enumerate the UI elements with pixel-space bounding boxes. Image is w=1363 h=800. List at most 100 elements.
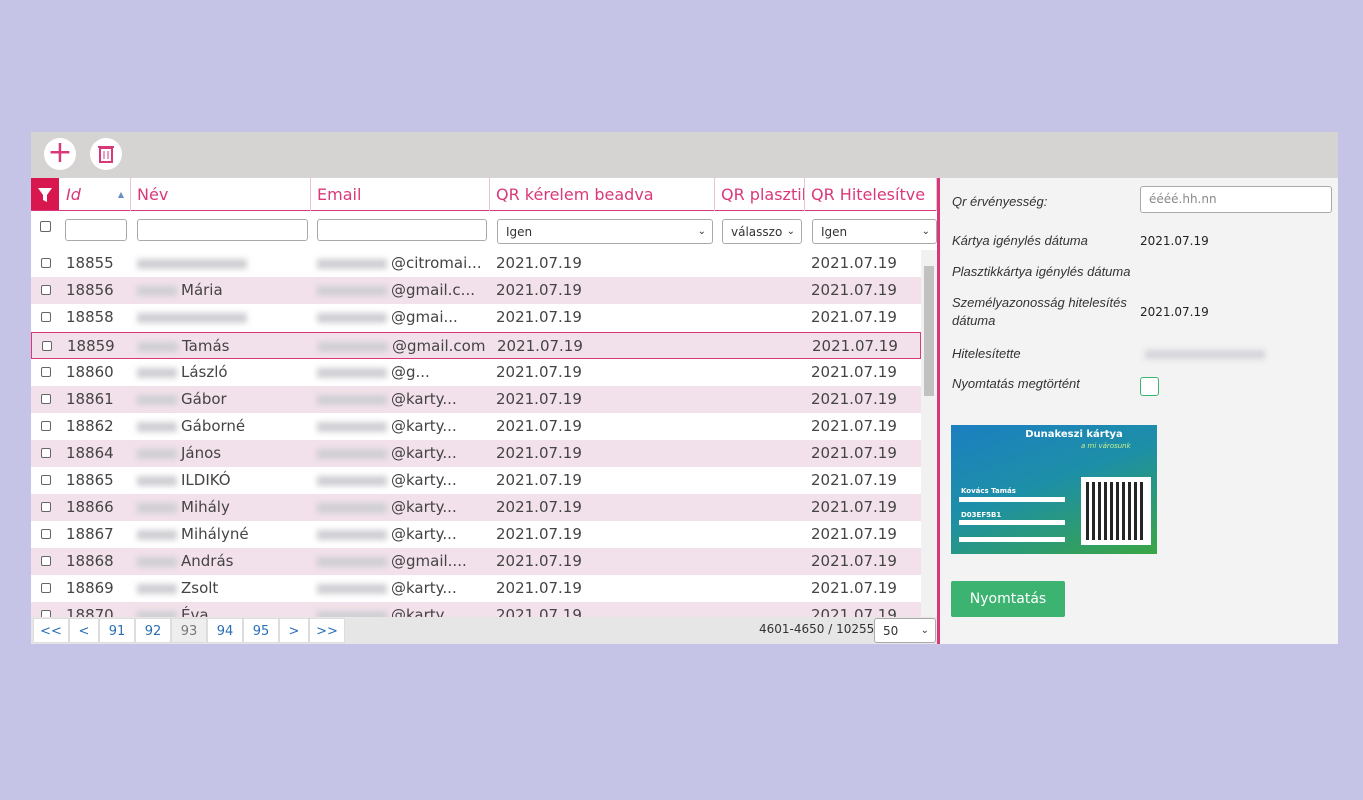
filter-input[interactable] <box>317 219 487 241</box>
row-checkbox[interactable] <box>41 421 51 431</box>
page-size-select[interactable]: 50 ⌄ <box>874 618 936 643</box>
filter-select[interactable]: Igen ⌄ <box>812 219 937 244</box>
filter-toggle[interactable] <box>31 178 59 211</box>
rows: 18855 @citromai... 2021.07.19 2021.07.19 188… <box>31 250 921 617</box>
row-checkbox[interactable] <box>41 529 51 539</box>
table-row[interactable]: 18866 Mihály @karty... 2021.07.19 2021.07.19 <box>31 494 921 521</box>
select-arrow: ⌄ <box>786 226 795 237</box>
row-checkbox[interactable] <box>41 475 51 485</box>
field-label: Qr érvényesség: <box>952 194 1048 209</box>
page-link[interactable]: 93 <box>171 618 207 643</box>
cell-name: Gáborné <box>131 413 311 440</box>
cell-id: 18862 <box>66 417 114 435</box>
page-link[interactable]: > <box>279 618 309 643</box>
page-link[interactable]: >> <box>309 618 345 643</box>
email-text: @karty... <box>391 444 457 462</box>
cell-id: 18869 <box>66 579 114 597</box>
table-row[interactable]: 18860 László @g... 2021.07.19 2021.07.19 <box>31 359 921 386</box>
table-row[interactable]: 18869 Zsolt @karty... 2021.07.19 2021.07.19 <box>31 575 921 602</box>
cell-qr-verified: 2021.07.19 <box>811 254 897 272</box>
email-text: @karty... <box>391 417 457 435</box>
delete-button[interactable] <box>90 138 122 170</box>
column-header[interactable]: QR plasztik <box>715 178 805 211</box>
cell-qr-verified: 2021.07.19 <box>811 471 897 489</box>
detail-panel <box>940 178 1338 644</box>
page-range: 4601-4650 / 10255 <box>759 622 875 636</box>
cell-qr-verified: 2021.07.19 <box>811 552 897 570</box>
name-text: ILDIKÓ <box>181 471 231 489</box>
date-input[interactable]: éééé.hh.nn <box>1140 186 1332 213</box>
row-checkbox[interactable] <box>41 556 51 566</box>
add-button[interactable]: + <box>44 138 76 170</box>
cell-email: @gmai... <box>311 304 490 331</box>
page-link[interactable]: << <box>33 618 69 643</box>
column-header[interactable]: Id ▲ <box>60 178 131 211</box>
name-text: Mihályné <box>181 525 249 543</box>
cell-qr-verified: 2021.07.19 <box>811 417 897 435</box>
cell-qr-requested: 2021.07.19 <box>496 281 582 299</box>
cell-email: @gmail.com <box>312 333 491 358</box>
page-link[interactable]: 94 <box>207 618 243 643</box>
column-header[interactable]: Név <box>131 178 311 211</box>
column-header[interactable]: Email <box>311 178 490 211</box>
email-text: @karty... <box>391 498 457 516</box>
print-button[interactable]: Nyomtatás <box>951 581 1065 617</box>
table-row[interactable]: 18858 @gmai... 2021.07.19 2021.07.19 <box>31 304 921 331</box>
select-arrow: ⌄ <box>921 226 930 237</box>
cell-qr-verified: 2021.07.19 <box>811 363 897 381</box>
cell-name <box>131 250 311 277</box>
table-row[interactable]: 18856 Mária @gmail.c... 2021.07.19 2021.07.1… <box>31 277 921 304</box>
cell-id: 18867 <box>66 525 114 543</box>
row-checkbox[interactable] <box>41 285 51 295</box>
table-row[interactable]: 18861 Gábor @karty... 2021.07.19 2021.07.19 <box>31 386 921 413</box>
cell-qr-requested: 2021.07.19 <box>496 254 582 272</box>
table-row[interactable]: 18867 Mihályné @karty... 2021.07.19 2021.07.… <box>31 521 921 548</box>
page-link[interactable]: < <box>69 618 99 643</box>
table-row[interactable]: 18870 Éva @karty... 2021.07.19 2021.07.19 <box>31 602 921 617</box>
page-link[interactable]: 91 <box>99 618 135 643</box>
row-checkbox[interactable] <box>41 583 51 593</box>
email-text: @gmail.com <box>392 337 486 355</box>
table-row[interactable]: 18859 Tamás @gmail.com 2021.07.19 2021.07.19 <box>31 332 921 359</box>
cell-qr-verified: 2021.07.19 <box>812 337 898 355</box>
row-checkbox[interactable] <box>41 502 51 512</box>
row-checkbox[interactable] <box>41 367 51 377</box>
scrollbar[interactable] <box>921 250 937 617</box>
cell-qr-requested: 2021.07.19 <box>496 606 582 617</box>
cell-email: @karty... <box>311 386 490 413</box>
select-all[interactable] <box>40 221 51 232</box>
row-checkbox[interactable] <box>41 448 51 458</box>
page-link[interactable]: 95 <box>243 618 279 643</box>
table-row[interactable]: 18865 ILDIKÓ @karty... 2021.07.19 2021.07.19 <box>31 467 921 494</box>
row-checkbox[interactable] <box>42 341 52 351</box>
cell-name: Zsolt <box>131 575 311 602</box>
page-link[interactable]: 92 <box>135 618 171 643</box>
field-label: Személyazonosság hitelesítés dátuma <box>952 295 1127 328</box>
filter-input[interactable] <box>65 219 127 241</box>
table-row[interactable]: 18862 Gáborné @karty... 2021.07.19 2021.07.1… <box>31 413 921 440</box>
name-text: Gáborné <box>181 417 246 435</box>
column-header[interactable]: QR Hitelesítve <box>805 178 937 211</box>
email-text: @karty... <box>391 579 457 597</box>
table-row[interactable]: 18868 András @gmail.... 2021.07.19 2021.07.1… <box>31 548 921 575</box>
table-row[interactable]: 18864 János @karty... 2021.07.19 2021.07.19 <box>31 440 921 467</box>
cell-name: Éva <box>131 602 311 617</box>
select-arrow: ⌄ <box>920 625 929 636</box>
column-header[interactable]: QR kérelem beadva <box>490 178 715 211</box>
table-row[interactable]: 18855 @citromai... 2021.07.19 2021.07.19 <box>31 250 921 277</box>
row-checkbox[interactable] <box>41 258 51 268</box>
email-text: @gmail.... <box>391 552 467 570</box>
cell-id: 18856 <box>66 281 114 299</box>
filter-select[interactable]: válasszo ⌄ <box>722 219 802 244</box>
email-text: @karty... <box>391 471 457 489</box>
printed-checkbox[interactable] <box>1140 377 1159 396</box>
cell-qr-requested: 2021.07.19 <box>496 498 582 516</box>
cell-id: 18870 <box>66 606 114 617</box>
cell-id: 18860 <box>66 363 114 381</box>
filter-input[interactable] <box>137 219 308 241</box>
row-checkbox[interactable] <box>41 610 51 617</box>
row-checkbox[interactable] <box>41 312 51 322</box>
filter-select[interactable]: Igen ⌄ <box>497 219 713 244</box>
cell-qr-requested: 2021.07.19 <box>496 525 582 543</box>
row-checkbox[interactable] <box>41 394 51 404</box>
